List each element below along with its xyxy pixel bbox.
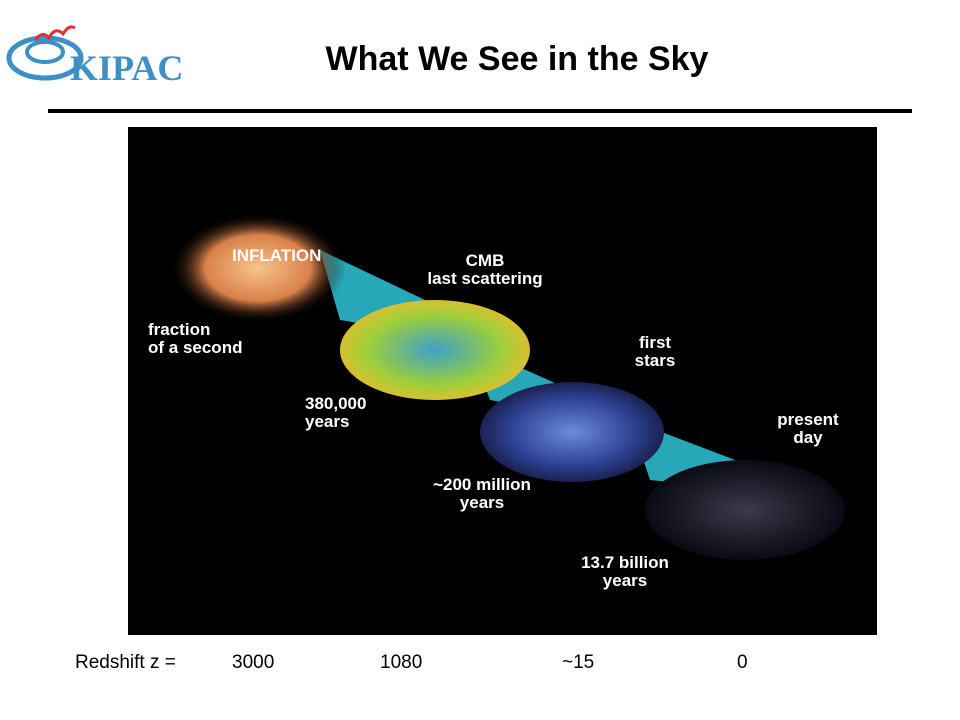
logo-text: KIPAC bbox=[70, 48, 183, 88]
label-line: years bbox=[603, 571, 647, 590]
label-line: CMB bbox=[466, 251, 505, 270]
redshift-value: 1080 bbox=[380, 652, 422, 673]
cmb-image bbox=[340, 300, 530, 400]
figure: INFLATION CMB last scattering fraction of a … bbox=[128, 127, 877, 635]
redshift-value: 3000 bbox=[232, 652, 274, 673]
redshift-value: ~15 bbox=[562, 652, 594, 673]
figure-label: INFLATION bbox=[232, 246, 321, 265]
label-line: 380,000 bbox=[305, 394, 366, 413]
label-line: of a second bbox=[148, 338, 242, 357]
first-stars-image bbox=[480, 382, 664, 482]
figure-label: fraction of a second bbox=[148, 320, 242, 357]
title-rule bbox=[48, 109, 912, 113]
figure-label: first stars bbox=[635, 333, 676, 370]
label-line: ~200 million bbox=[433, 475, 531, 494]
redshift-value: 0 bbox=[737, 652, 748, 673]
logo: KIPAC bbox=[6, 25, 183, 88]
label-line: 13.7 billion bbox=[581, 553, 669, 572]
figure-label: 380,000 years bbox=[305, 394, 366, 431]
figure-label: CMB last scattering bbox=[427, 251, 542, 288]
label-line: present bbox=[777, 410, 839, 429]
inflation-image bbox=[170, 213, 346, 323]
label-line: day bbox=[793, 428, 823, 447]
label-line: years bbox=[305, 412, 349, 431]
label-line: INFLATION bbox=[232, 246, 321, 265]
present-day-image bbox=[645, 460, 845, 560]
label-line: fraction bbox=[148, 320, 210, 339]
label-line: years bbox=[460, 493, 504, 512]
figure-label: present day bbox=[777, 410, 839, 447]
label-line: last scattering bbox=[427, 269, 542, 288]
figure-label: ~200 million years bbox=[433, 475, 531, 512]
label-line: first bbox=[639, 333, 671, 352]
redshift-label: Redshift z = bbox=[75, 652, 176, 673]
figure-label: 13.7 billion years bbox=[581, 553, 669, 590]
label-line: stars bbox=[635, 351, 676, 370]
slide-title: What We See in the Sky bbox=[326, 40, 709, 78]
